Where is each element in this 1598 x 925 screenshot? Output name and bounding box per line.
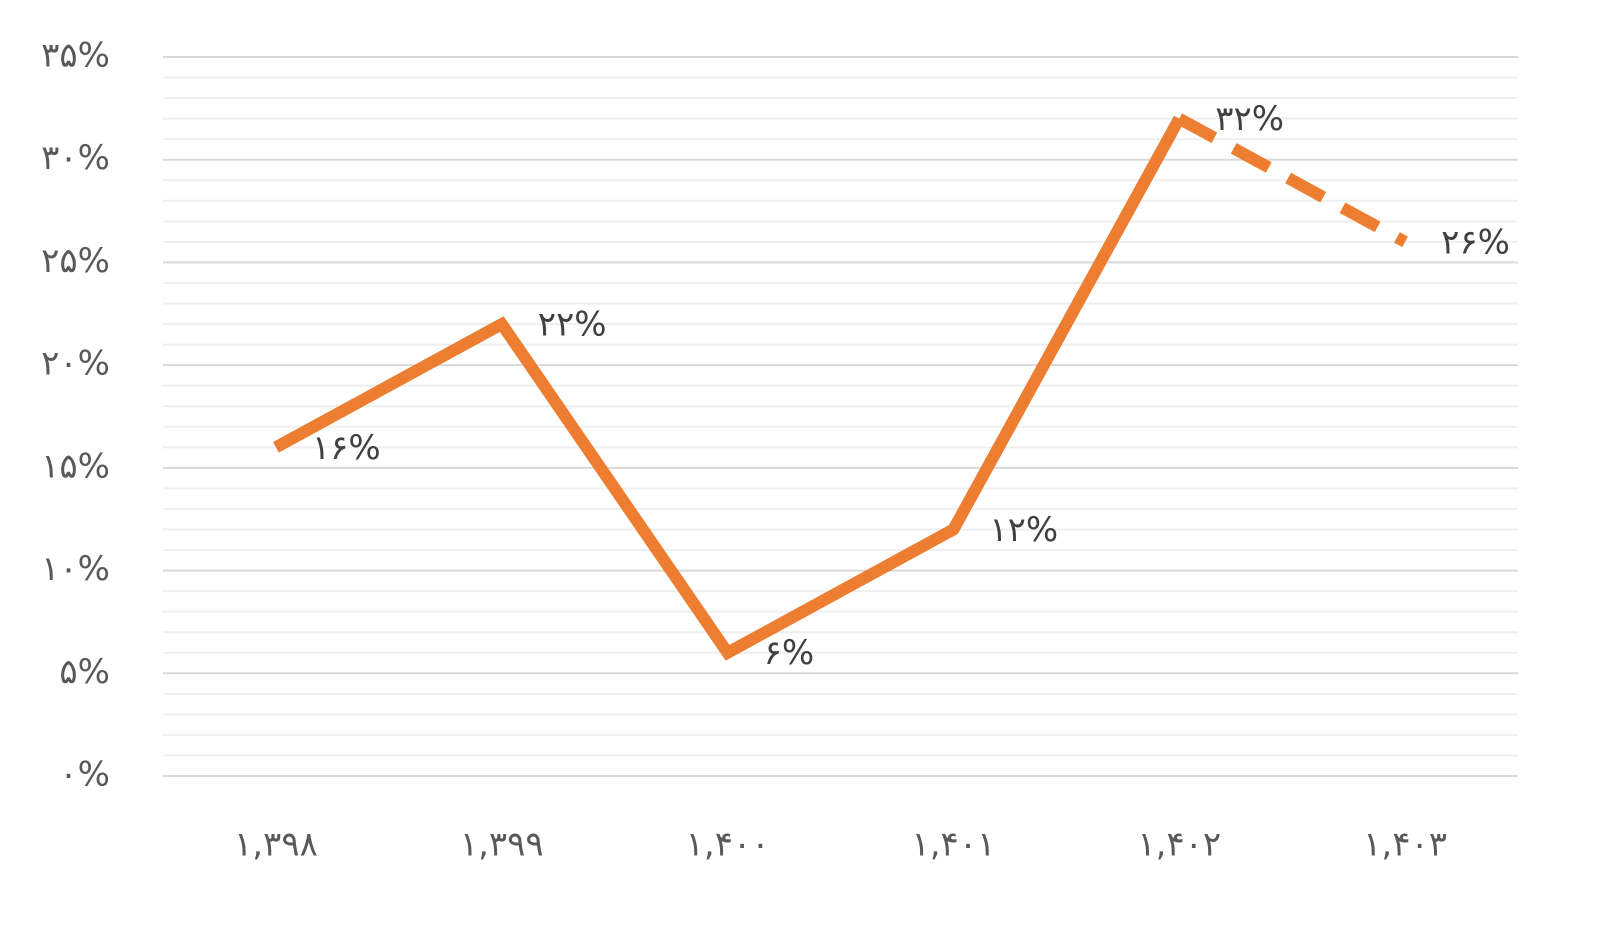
y-tick-label: ۵% xyxy=(59,652,110,692)
y-tick-label: ۲۵% xyxy=(41,241,110,281)
data-label: ۲۲% xyxy=(538,305,607,345)
data-label: ۲۶% xyxy=(1441,222,1510,262)
data-label: ۱۶% xyxy=(312,428,381,468)
y-tick-label: ۱۰% xyxy=(41,549,110,589)
data-label: ۱۲% xyxy=(989,510,1058,550)
x-tick-label: ۱,۳۹۹ xyxy=(460,825,544,865)
line-series-forecast xyxy=(1176,113,1408,248)
data-label: ۳۲% xyxy=(1215,99,1284,139)
x-tick-label: ۱,۴۰۰ xyxy=(686,825,770,865)
x-tick-label: ۱,۴۰۲ xyxy=(1137,825,1221,865)
line-series xyxy=(273,115,1185,661)
y-tick-label: ۲۰% xyxy=(41,344,110,384)
x-tick-label: ۱,۴۰۳ xyxy=(1363,825,1447,865)
data-label: ۶% xyxy=(764,633,815,673)
y-tick-label: ۱۵% xyxy=(41,446,110,486)
x-tick-label: ۱,۴۰۱ xyxy=(911,825,995,865)
x-tick-label: ۱,۳۹۸ xyxy=(234,825,318,865)
y-tick-label: ۳۰% xyxy=(41,138,110,178)
y-tick-label: ۰% xyxy=(59,755,110,795)
y-tick-label: ۳۵% xyxy=(41,36,110,76)
